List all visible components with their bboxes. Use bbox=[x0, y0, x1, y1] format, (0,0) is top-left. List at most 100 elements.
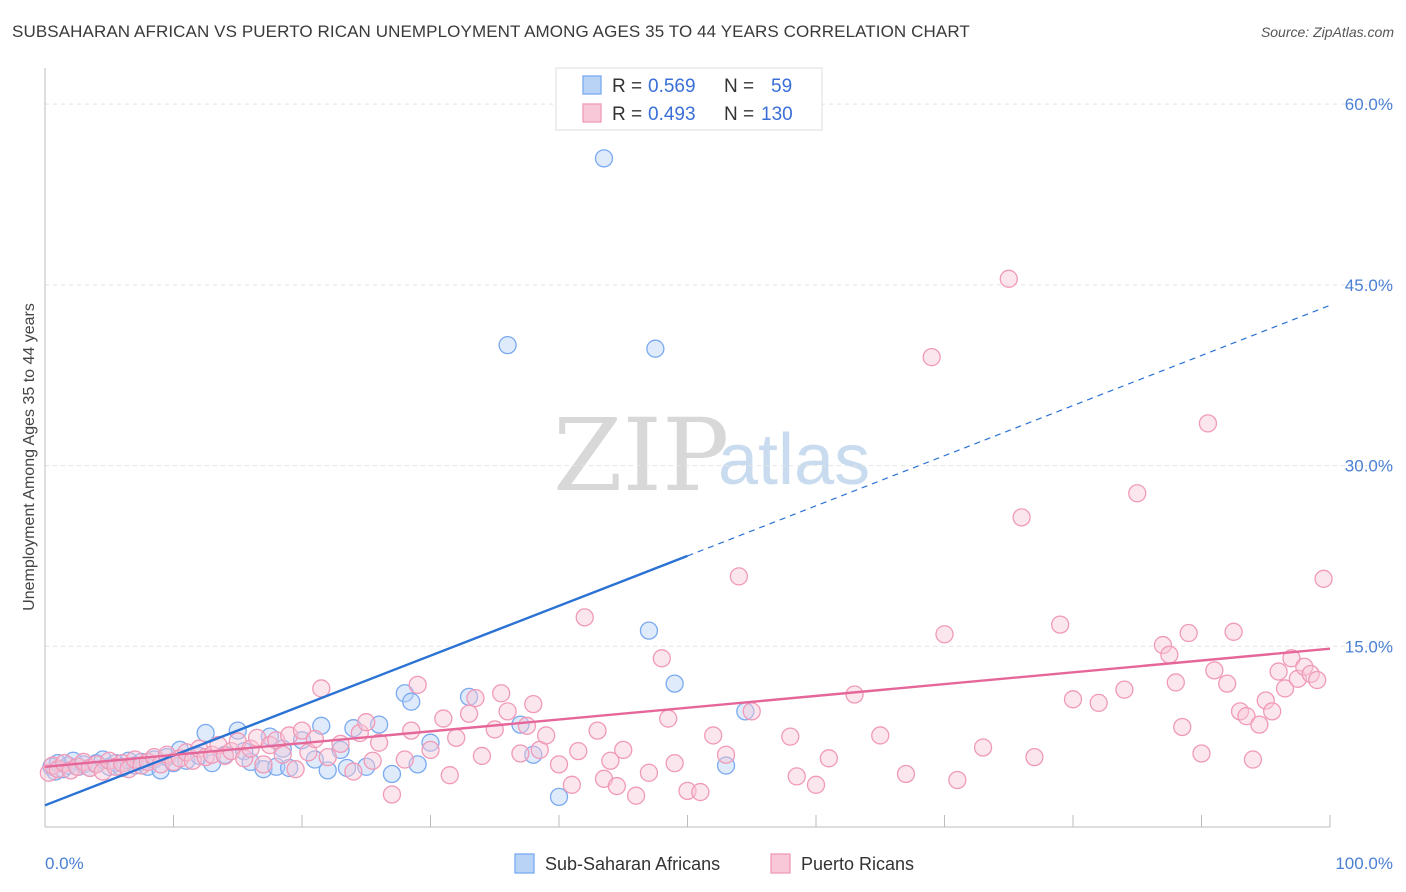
point-puertorican bbox=[382, 785, 402, 804]
point-puertorican bbox=[421, 740, 440, 760]
point-puertorican bbox=[472, 746, 492, 766]
legend-r-value-puertorican: 0.493 bbox=[648, 104, 696, 125]
point-puertorican bbox=[973, 738, 993, 757]
bottom-legend-label-subsaharan: Sub-Saharan Africans bbox=[545, 854, 720, 874]
point-puertorican bbox=[729, 567, 749, 586]
legend-swatch-subsaharan bbox=[582, 75, 602, 95]
point-puertorican bbox=[1012, 508, 1031, 527]
bottom-legend-swatch-puertorican bbox=[770, 853, 791, 874]
legend-swatch-puertorican bbox=[582, 103, 602, 123]
trend-line-subsaharan-extension bbox=[687, 304, 1331, 557]
point-puertorican bbox=[305, 729, 325, 749]
watermark-atlas: atlas bbox=[718, 420, 870, 500]
point-puertorican bbox=[440, 766, 459, 785]
point-puertorican bbox=[312, 679, 331, 698]
correlation-legend: R = 0.569 N = 59 R = 0.493 N = 130 bbox=[555, 67, 823, 131]
point-puertorican bbox=[614, 740, 633, 760]
point-puertorican bbox=[1250, 715, 1269, 734]
point-puertorican bbox=[395, 750, 414, 769]
y-tick-labels: 15.0% 30.0% 45.0% 60.0% bbox=[1345, 95, 1393, 656]
point-subsaharan bbox=[639, 621, 659, 640]
point-puertorican bbox=[1308, 670, 1327, 690]
point-puertorican bbox=[659, 709, 678, 728]
point-puertorican bbox=[492, 684, 511, 703]
point-puertorican bbox=[466, 688, 485, 708]
trend-lines bbox=[44, 304, 1331, 807]
point-puertorican bbox=[485, 720, 504, 739]
legend-n-value-subsaharan: 59 bbox=[771, 76, 792, 97]
point-puertorican bbox=[845, 685, 864, 704]
point-puertorican bbox=[537, 726, 556, 745]
point-puertorican bbox=[235, 749, 254, 768]
trend-line-subsaharan bbox=[44, 554, 688, 807]
point-puertorican bbox=[1269, 662, 1288, 681]
point-puertorican bbox=[1198, 414, 1218, 433]
y-axis-label: Unemployment Among Ages 35 to 44 years bbox=[21, 303, 38, 611]
x-tick-label-max: 100.0% bbox=[1335, 854, 1393, 873]
point-subsaharan bbox=[421, 733, 440, 752]
point-puertorican bbox=[1205, 661, 1224, 680]
point-puertorican bbox=[922, 347, 941, 367]
point-puertorican bbox=[871, 726, 890, 745]
point-puertorican bbox=[575, 608, 594, 627]
point-puertorican bbox=[254, 755, 273, 774]
point-puertorican bbox=[498, 702, 517, 721]
point-puertorican bbox=[1160, 645, 1179, 664]
point-puertorican bbox=[639, 763, 659, 782]
legend-r-value-subsaharan: 0.569 bbox=[648, 76, 696, 97]
point-puertorican bbox=[704, 726, 723, 745]
point-puertorican bbox=[1263, 702, 1282, 721]
point-puertorican bbox=[1173, 717, 1192, 737]
point-puertorican bbox=[286, 760, 305, 779]
y-tick-label: 45.0% bbox=[1345, 276, 1393, 295]
point-puertorican bbox=[402, 721, 421, 740]
series-legend: Sub-Saharan Africans Puerto Ricans bbox=[514, 853, 914, 874]
point-subsaharan bbox=[318, 761, 337, 780]
point-puertorican bbox=[601, 751, 620, 770]
point-subsaharan bbox=[665, 674, 684, 693]
point-subsaharan bbox=[498, 335, 517, 355]
point-puertorican bbox=[665, 753, 684, 773]
chart-title: SUBSAHARAN AFRICAN VS PUERTO RICAN UNEMP… bbox=[12, 22, 970, 41]
trend-line-puertorican bbox=[44, 647, 1331, 768]
watermark-zip: ZIP bbox=[553, 397, 729, 514]
point-puertorican bbox=[273, 745, 292, 764]
point-puertorican bbox=[447, 728, 466, 747]
point-puertorican bbox=[1025, 747, 1044, 767]
legend-r-label-puertorican: R = bbox=[612, 104, 642, 125]
point-puertorican bbox=[935, 625, 954, 644]
y-tick-label: 60.0% bbox=[1345, 95, 1393, 114]
point-puertorican bbox=[357, 713, 376, 732]
legend-n-label-subsaharan: N = bbox=[724, 76, 754, 97]
point-subsaharan bbox=[549, 787, 569, 807]
point-puertorican bbox=[819, 749, 838, 768]
point-puertorican bbox=[1128, 484, 1147, 503]
y-tick-label: 30.0% bbox=[1345, 457, 1393, 476]
point-puertorican bbox=[787, 767, 806, 786]
point-puertorican bbox=[1282, 649, 1301, 668]
point-puertorican bbox=[1314, 569, 1333, 588]
bottom-legend-swatch-subsaharan bbox=[514, 853, 535, 874]
point-puertorican bbox=[511, 744, 530, 763]
point-puertorican bbox=[318, 747, 337, 767]
point-puertorican bbox=[1063, 690, 1083, 709]
legend-r-label-subsaharan: R = bbox=[612, 76, 642, 97]
point-puertorican bbox=[716, 745, 736, 764]
point-puertorican bbox=[524, 694, 543, 714]
legend-n-value-puertorican: 130 bbox=[761, 104, 793, 125]
point-puertorican bbox=[434, 709, 453, 728]
x-ticks bbox=[173, 815, 1331, 827]
y-tick-label: 15.0% bbox=[1345, 637, 1393, 656]
point-puertorican bbox=[1218, 674, 1237, 693]
point-puertorican bbox=[781, 727, 800, 746]
point-puertorican bbox=[1115, 680, 1134, 699]
point-puertorican bbox=[1089, 693, 1108, 713]
point-puertorican bbox=[1153, 635, 1173, 655]
point-puertorican bbox=[1192, 744, 1211, 763]
point-puertorican bbox=[1295, 657, 1314, 676]
point-puertorican bbox=[549, 755, 569, 774]
point-subsaharan bbox=[716, 756, 736, 775]
point-puertorican bbox=[1166, 673, 1185, 692]
bottom-legend-label-puertorican: Puerto Ricans bbox=[801, 854, 914, 874]
point-puertorican bbox=[369, 733, 389, 752]
